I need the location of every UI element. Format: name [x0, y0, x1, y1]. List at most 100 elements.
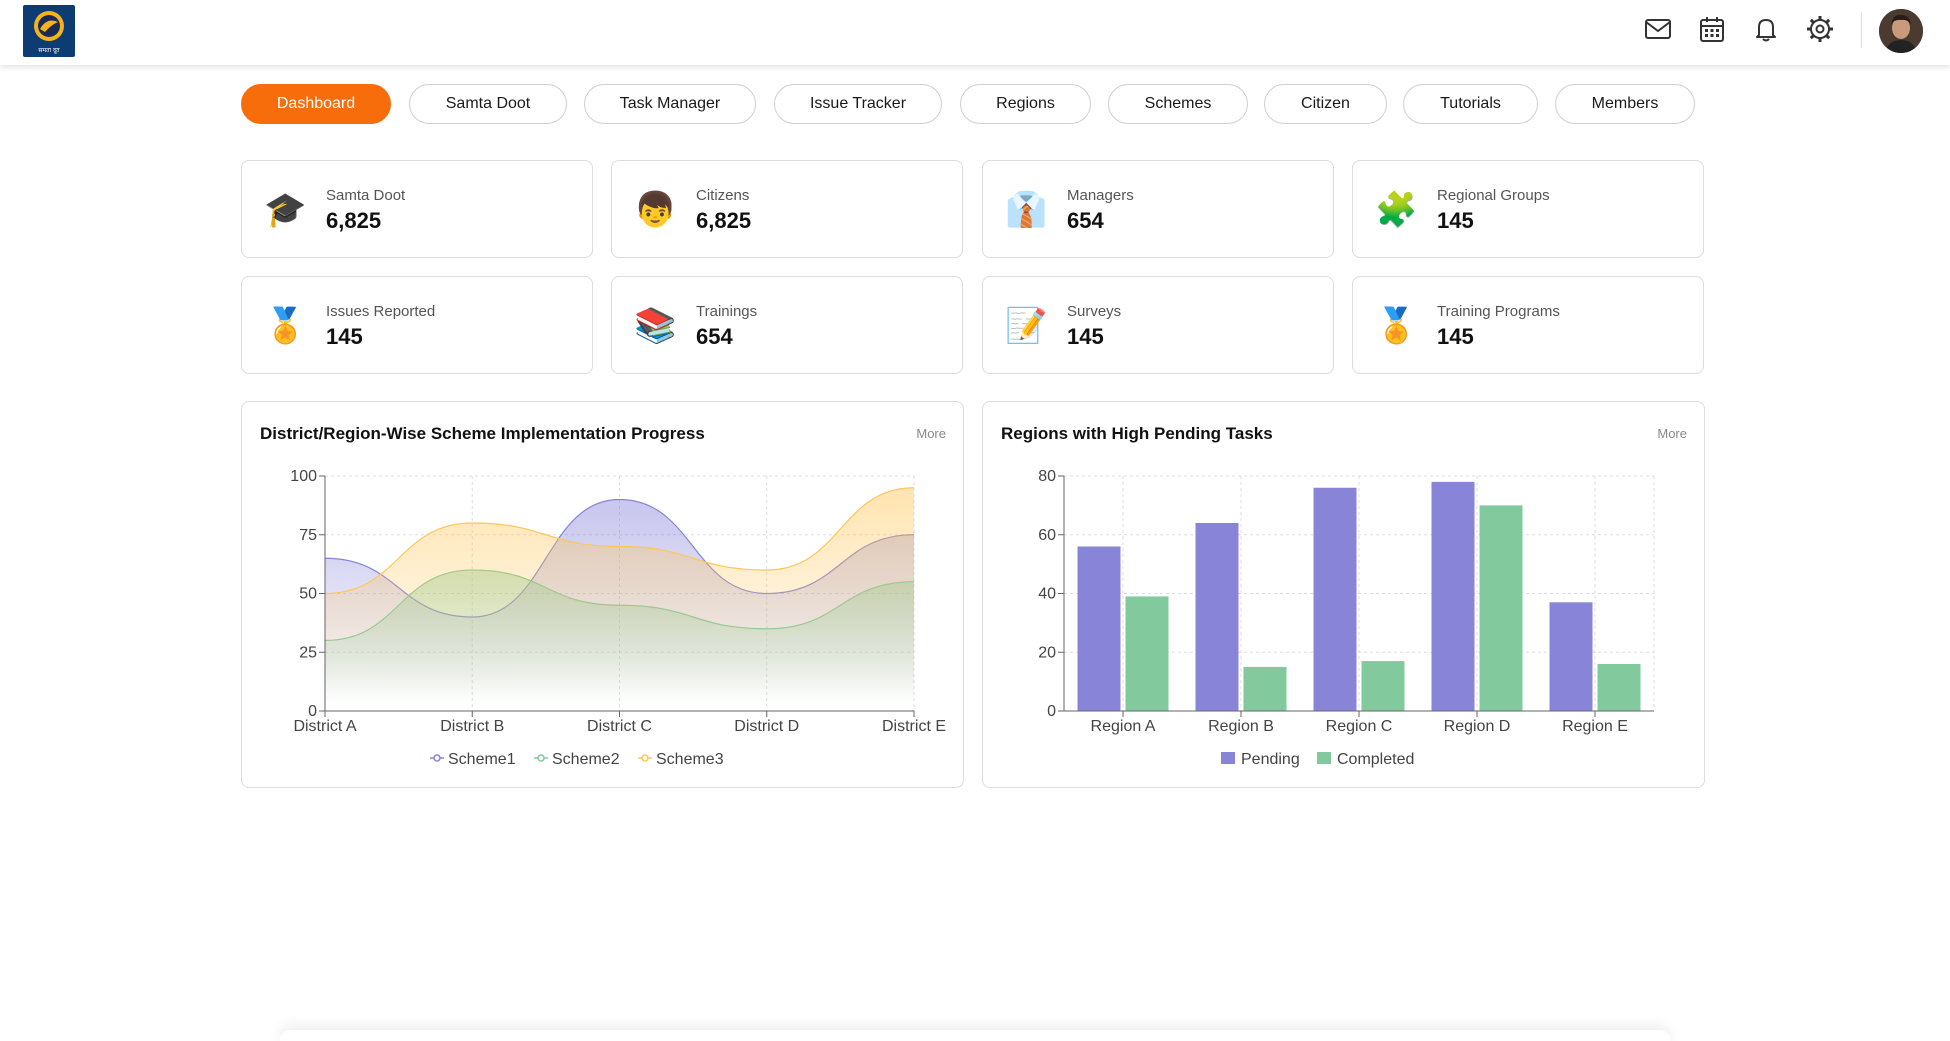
tab-members[interactable]: Members: [1555, 84, 1695, 124]
y-tick-label: 0: [308, 703, 317, 720]
tab-schemes[interactable]: Schemes: [1108, 84, 1248, 124]
stat-label: Regional Groups: [1437, 187, 1550, 204]
logo-emblem-icon: [34, 11, 64, 41]
bar-pending: [1549, 602, 1593, 711]
calendar-icon[interactable]: [1697, 14, 1727, 44]
y-tick-label: 100: [290, 468, 317, 485]
bar-pending: [1313, 487, 1357, 711]
tab-issue-tracker[interactable]: Issue Tracker: [774, 84, 942, 124]
stat-card-trainings[interactable]: 📚 Trainings 654: [611, 276, 963, 374]
legend-item-pending: Pending: [1221, 751, 1300, 768]
stat-value: 145: [1437, 208, 1474, 233]
bar-completed: [1361, 661, 1405, 711]
header-divider: [1861, 12, 1862, 48]
y-tick-label: 60: [1038, 527, 1056, 544]
bar-completed: [1243, 666, 1287, 711]
manager-shirt-icon: 👔: [1005, 190, 1048, 230]
x-tick-label: District B: [440, 718, 504, 735]
y-tick-label: 40: [1038, 586, 1056, 603]
legend-item-scheme3: Scheme3: [638, 751, 724, 768]
x-tick-label: Region D: [1444, 718, 1511, 735]
y-tick-label: 50: [299, 586, 317, 603]
mail-icon[interactable]: [1643, 14, 1673, 44]
more-link[interactable]: More: [1657, 426, 1687, 441]
stat-value: 654: [1067, 208, 1104, 233]
x-tick-label: District E: [882, 718, 946, 735]
stat-card-issues-reported[interactable]: 🏅 Issues Reported 145: [241, 276, 593, 374]
y-tick-label: 0: [1047, 703, 1056, 720]
memo-icon: 📝: [1005, 306, 1048, 346]
stat-card-training-programs[interactable]: 🏅 Training Programs 145: [1352, 276, 1704, 374]
x-tick-label: Region C: [1326, 718, 1393, 735]
legend-swatch: [1221, 752, 1235, 764]
stat-value: 6,825: [326, 208, 382, 233]
stat-card-regional-groups[interactable]: 🧩 Regional Groups 145: [1352, 160, 1704, 258]
x-tick-label: Region B: [1208, 718, 1274, 735]
tab-dashboard[interactable]: Dashboard: [241, 84, 391, 124]
legend-label: Scheme3: [656, 751, 724, 768]
legend-swatch-dot: [537, 754, 545, 762]
legend-label: Scheme1: [448, 751, 516, 768]
legend-label: Pending: [1241, 751, 1300, 768]
stat-value: 654: [696, 324, 733, 349]
tab-regions[interactable]: Regions: [960, 84, 1091, 124]
stat-label: Citizens: [696, 187, 750, 204]
stat-label: Issues Reported: [326, 303, 436, 320]
legend-item-scheme1: Scheme1: [430, 751, 516, 768]
legend-swatch-dot: [641, 754, 649, 762]
stat-label: Surveys: [1067, 303, 1122, 320]
stat-label: Trainings: [696, 303, 758, 320]
tab-citizen[interactable]: Citizen: [1264, 84, 1387, 124]
stat-value: 145: [1067, 324, 1104, 349]
panel-title: District/Region-Wise Scheme Implementati…: [260, 424, 705, 443]
stat-card-managers[interactable]: 👔 Managers 654: [982, 160, 1334, 258]
x-tick-label: District D: [734, 718, 799, 735]
pending-tasks-chart: 0 20 40 60 80 Region A Region B Region C Region …: [1038, 468, 1655, 768]
legend-label: Completed: [1337, 751, 1414, 768]
stat-card-surveys[interactable]: 📝 Surveys 145: [982, 276, 1334, 374]
line-scheme3: [324, 487, 915, 595]
stat-card-samta-doot[interactable]: 🎓 Samta Doot 6,825: [241, 160, 593, 258]
scheme-progress-panel: District/Region-Wise Scheme Implementati…: [241, 401, 964, 788]
panel-title: Regions with High Pending Tasks: [1001, 424, 1273, 443]
y-tick-label: 80: [1038, 468, 1056, 485]
tab-task-manager[interactable]: Task Manager: [584, 84, 756, 124]
stat-value: 6,825: [696, 208, 752, 233]
medal-icon: 🏅: [1375, 306, 1418, 346]
graduation-cap-icon: 🎓: [264, 190, 307, 230]
stat-label: Managers: [1067, 187, 1134, 204]
legend-item-scheme2: Scheme2: [534, 751, 620, 768]
tab-tutorials[interactable]: Tutorials: [1403, 84, 1538, 124]
y-tick-label: 25: [299, 644, 317, 661]
legend-item-completed: Completed: [1317, 751, 1414, 768]
x-tick-label: District A: [293, 718, 356, 735]
stat-value: 145: [1437, 324, 1474, 349]
y-tick-label: 75: [299, 527, 317, 544]
tab-samta-doot[interactable]: Samta Doot: [409, 84, 567, 124]
top-bar: समता दूत: [0, 0, 1950, 65]
x-tick-label: District C: [587, 718, 652, 735]
more-link[interactable]: More: [916, 426, 946, 441]
stat-card-citizens[interactable]: 👦 Citizens 6,825: [611, 160, 963, 258]
stat-value: 145: [326, 324, 363, 349]
x-tick-label: Region A: [1091, 718, 1156, 735]
pending-tasks-panel: Regions with High Pending Tasks More 0 20…: [982, 401, 1705, 788]
logo-text: समता दूत: [38, 47, 60, 54]
legend-swatch-dot: [433, 754, 441, 762]
stat-label: Samta Doot: [326, 187, 406, 204]
bar-pending: [1431, 481, 1475, 711]
bar-completed: [1597, 664, 1641, 711]
bottom-shadow: [280, 1030, 1670, 1041]
legend-label: Scheme2: [552, 751, 620, 768]
user-avatar[interactable]: [1879, 9, 1923, 53]
area-scheme3: [325, 487, 914, 711]
settings-icon[interactable]: [1805, 14, 1835, 44]
x-tick-label: Region E: [1562, 718, 1628, 735]
scheme-progress-chart: 0 25 50 75 100 District A District B District C…: [290, 468, 946, 768]
bell-icon[interactable]: [1751, 14, 1781, 44]
citizen-face-icon: 👦: [634, 190, 677, 230]
puzzle-piece-icon: 🧩: [1375, 190, 1418, 230]
app-logo[interactable]: समता दूत: [23, 5, 75, 57]
stat-label: Training Programs: [1437, 303, 1560, 320]
bar-completed: [1479, 505, 1523, 711]
